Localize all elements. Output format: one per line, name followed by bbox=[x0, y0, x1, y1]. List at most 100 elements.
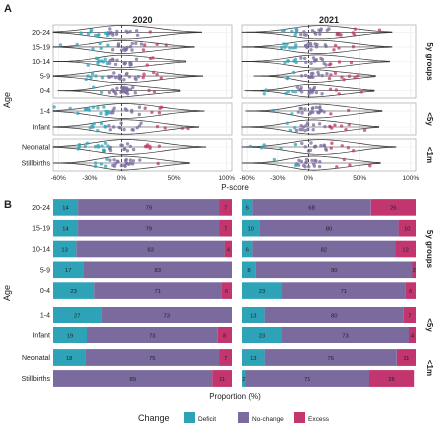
data-point bbox=[92, 85, 96, 89]
data-point bbox=[111, 125, 116, 129]
bar-value-label: 79 bbox=[146, 206, 152, 212]
data-point bbox=[311, 106, 315, 110]
data-point bbox=[293, 126, 297, 130]
bar-value-label: 73 bbox=[149, 333, 155, 339]
bar-segment-excess bbox=[396, 349, 416, 366]
data-point bbox=[283, 45, 287, 49]
data-point bbox=[303, 73, 308, 78]
data-point bbox=[88, 126, 93, 130]
data-point bbox=[137, 124, 142, 128]
data-point bbox=[259, 146, 264, 150]
data-point bbox=[131, 85, 135, 90]
data-point bbox=[112, 158, 116, 162]
data-point bbox=[347, 108, 351, 113]
data-point bbox=[106, 43, 110, 47]
bar-segment-no_change bbox=[85, 349, 220, 366]
data-point bbox=[294, 27, 298, 31]
data-point bbox=[93, 164, 98, 169]
bar-segment-deficit bbox=[242, 349, 265, 366]
data-point bbox=[318, 105, 322, 109]
data-point bbox=[314, 159, 318, 163]
data-point bbox=[332, 48, 336, 52]
column-strip-a-2020 bbox=[53, 13, 232, 25]
data-point bbox=[353, 27, 358, 31]
column-label-a-2020: 2020 bbox=[132, 15, 152, 25]
data-point bbox=[107, 124, 111, 128]
data-point bbox=[312, 30, 317, 35]
data-point bbox=[339, 33, 343, 37]
bar-segment-deficit bbox=[242, 370, 246, 387]
data-point bbox=[305, 45, 309, 50]
data-point bbox=[335, 165, 339, 169]
data-point bbox=[306, 149, 311, 153]
y-tick-label-b: Neonatal bbox=[22, 355, 50, 362]
data-point bbox=[133, 76, 137, 80]
data-point bbox=[75, 42, 79, 47]
data-point bbox=[297, 88, 301, 92]
data-point bbox=[159, 105, 164, 109]
bar-value-label: 73 bbox=[163, 313, 169, 319]
data-point bbox=[94, 161, 98, 165]
data-point bbox=[151, 56, 155, 60]
data-point bbox=[314, 90, 319, 95]
bar-value-label: 11 bbox=[403, 356, 409, 362]
bar-value-label: 23 bbox=[259, 289, 265, 295]
data-point bbox=[107, 75, 111, 80]
bar-segment-excess bbox=[217, 327, 232, 343]
data-point bbox=[130, 110, 134, 114]
data-point bbox=[301, 163, 306, 168]
data-point bbox=[318, 32, 322, 36]
row-strip-b bbox=[418, 305, 430, 345]
data-point bbox=[89, 76, 93, 80]
bar-value-label: 7 bbox=[224, 356, 227, 362]
legend-swatch-deficit bbox=[184, 412, 195, 423]
data-point bbox=[352, 149, 356, 153]
data-point bbox=[148, 146, 152, 150]
data-point bbox=[145, 145, 149, 149]
bar-value-label: 14 bbox=[62, 227, 69, 233]
data-point bbox=[143, 106, 147, 110]
data-point bbox=[159, 76, 163, 81]
bar-segment-deficit bbox=[53, 219, 79, 237]
data-point bbox=[293, 163, 298, 168]
data-point bbox=[294, 128, 299, 133]
bar-segment-no_change bbox=[264, 307, 404, 323]
data-point bbox=[127, 75, 132, 79]
data-point bbox=[94, 56, 99, 60]
data-point bbox=[351, 45, 356, 49]
data-point bbox=[141, 48, 146, 52]
data-point bbox=[119, 48, 124, 52]
data-point bbox=[311, 75, 315, 80]
data-point bbox=[108, 128, 113, 132]
bar-segment-deficit bbox=[53, 327, 87, 343]
data-point bbox=[324, 148, 329, 152]
data-point bbox=[297, 158, 301, 162]
bar-value-label: 83 bbox=[154, 268, 160, 274]
bar-segment-no_change bbox=[252, 240, 396, 258]
data-point bbox=[336, 31, 340, 36]
bar-segment-no_change bbox=[264, 349, 397, 366]
data-point bbox=[280, 45, 284, 50]
data-point bbox=[353, 76, 357, 80]
data-point bbox=[155, 42, 159, 46]
data-point bbox=[299, 106, 304, 111]
data-point bbox=[155, 72, 159, 77]
data-point bbox=[314, 105, 319, 110]
data-point bbox=[115, 29, 119, 34]
data-point bbox=[308, 75, 313, 80]
bar-value-label: 71 bbox=[304, 377, 310, 383]
data-point bbox=[150, 110, 154, 115]
data-point bbox=[290, 29, 294, 34]
data-point bbox=[125, 71, 129, 76]
row-strip-a bbox=[418, 25, 430, 98]
data-point bbox=[103, 124, 107, 128]
data-point bbox=[85, 141, 90, 145]
data-point bbox=[137, 112, 141, 117]
bar-segment-no_change bbox=[76, 240, 225, 258]
data-point bbox=[100, 144, 104, 148]
row-strip-b bbox=[418, 347, 430, 389]
data-point bbox=[134, 41, 138, 46]
data-point bbox=[97, 59, 101, 64]
x-tick-label-a: -30% bbox=[82, 175, 97, 182]
